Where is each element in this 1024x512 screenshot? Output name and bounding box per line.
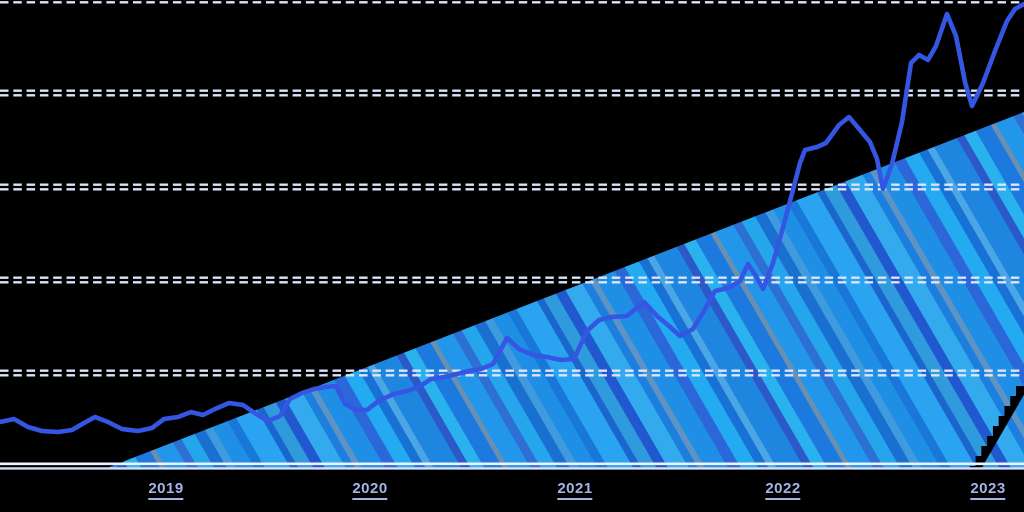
x-tick-label-2019: 2019: [148, 481, 184, 500]
x-tick-label-2021: 2021: [557, 481, 593, 500]
x-tick-label-2022: 2022: [765, 481, 801, 500]
x-tick-label-2020: 2020: [352, 481, 388, 500]
x-tick-label-2023: 2023: [970, 481, 1006, 500]
